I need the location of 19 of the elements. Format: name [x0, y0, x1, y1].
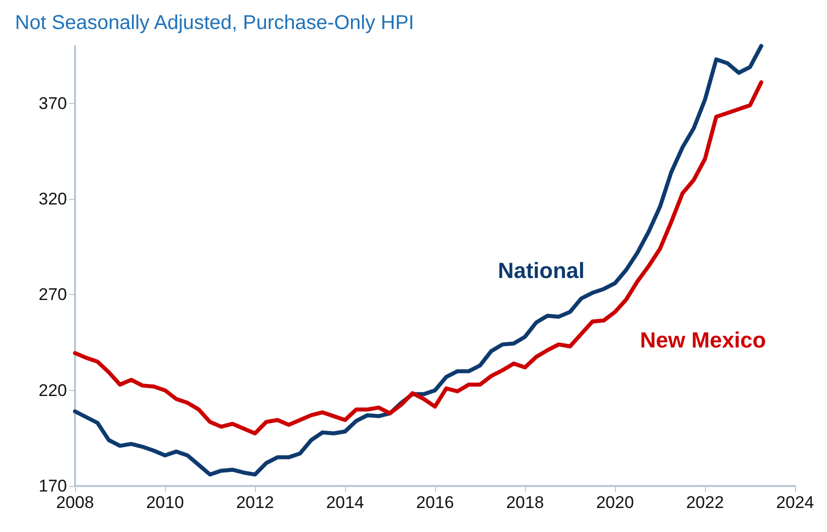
chart-subtitle: Not Seasonally Adjusted, Purchase-Only HPI	[15, 12, 414, 34]
series-label: New Mexico	[640, 327, 766, 352]
line-series	[73, 44, 764, 477]
x-tick-label: 2014	[326, 493, 364, 512]
x-tick-label: 2022	[686, 493, 724, 512]
x-tick-label: 2010	[146, 493, 184, 512]
x-tick-label: 2016	[416, 493, 454, 512]
line-series	[73, 80, 764, 436]
y-tick-label: 270	[38, 285, 67, 304]
y-tick-label: 320	[38, 190, 67, 209]
y-tick-label: 220	[38, 380, 67, 400]
x-tick-label: 2012	[236, 493, 274, 512]
y-tick-label: 170	[38, 476, 67, 496]
y-tick-label: 370	[38, 94, 67, 113]
x-tick-label: 2024	[776, 493, 814, 512]
x-tick-label: 2020	[596, 493, 634, 512]
x-tick-label: 2018	[506, 493, 544, 512]
series-label: National	[498, 258, 585, 284]
x-tick-label: 2008	[56, 493, 94, 512]
